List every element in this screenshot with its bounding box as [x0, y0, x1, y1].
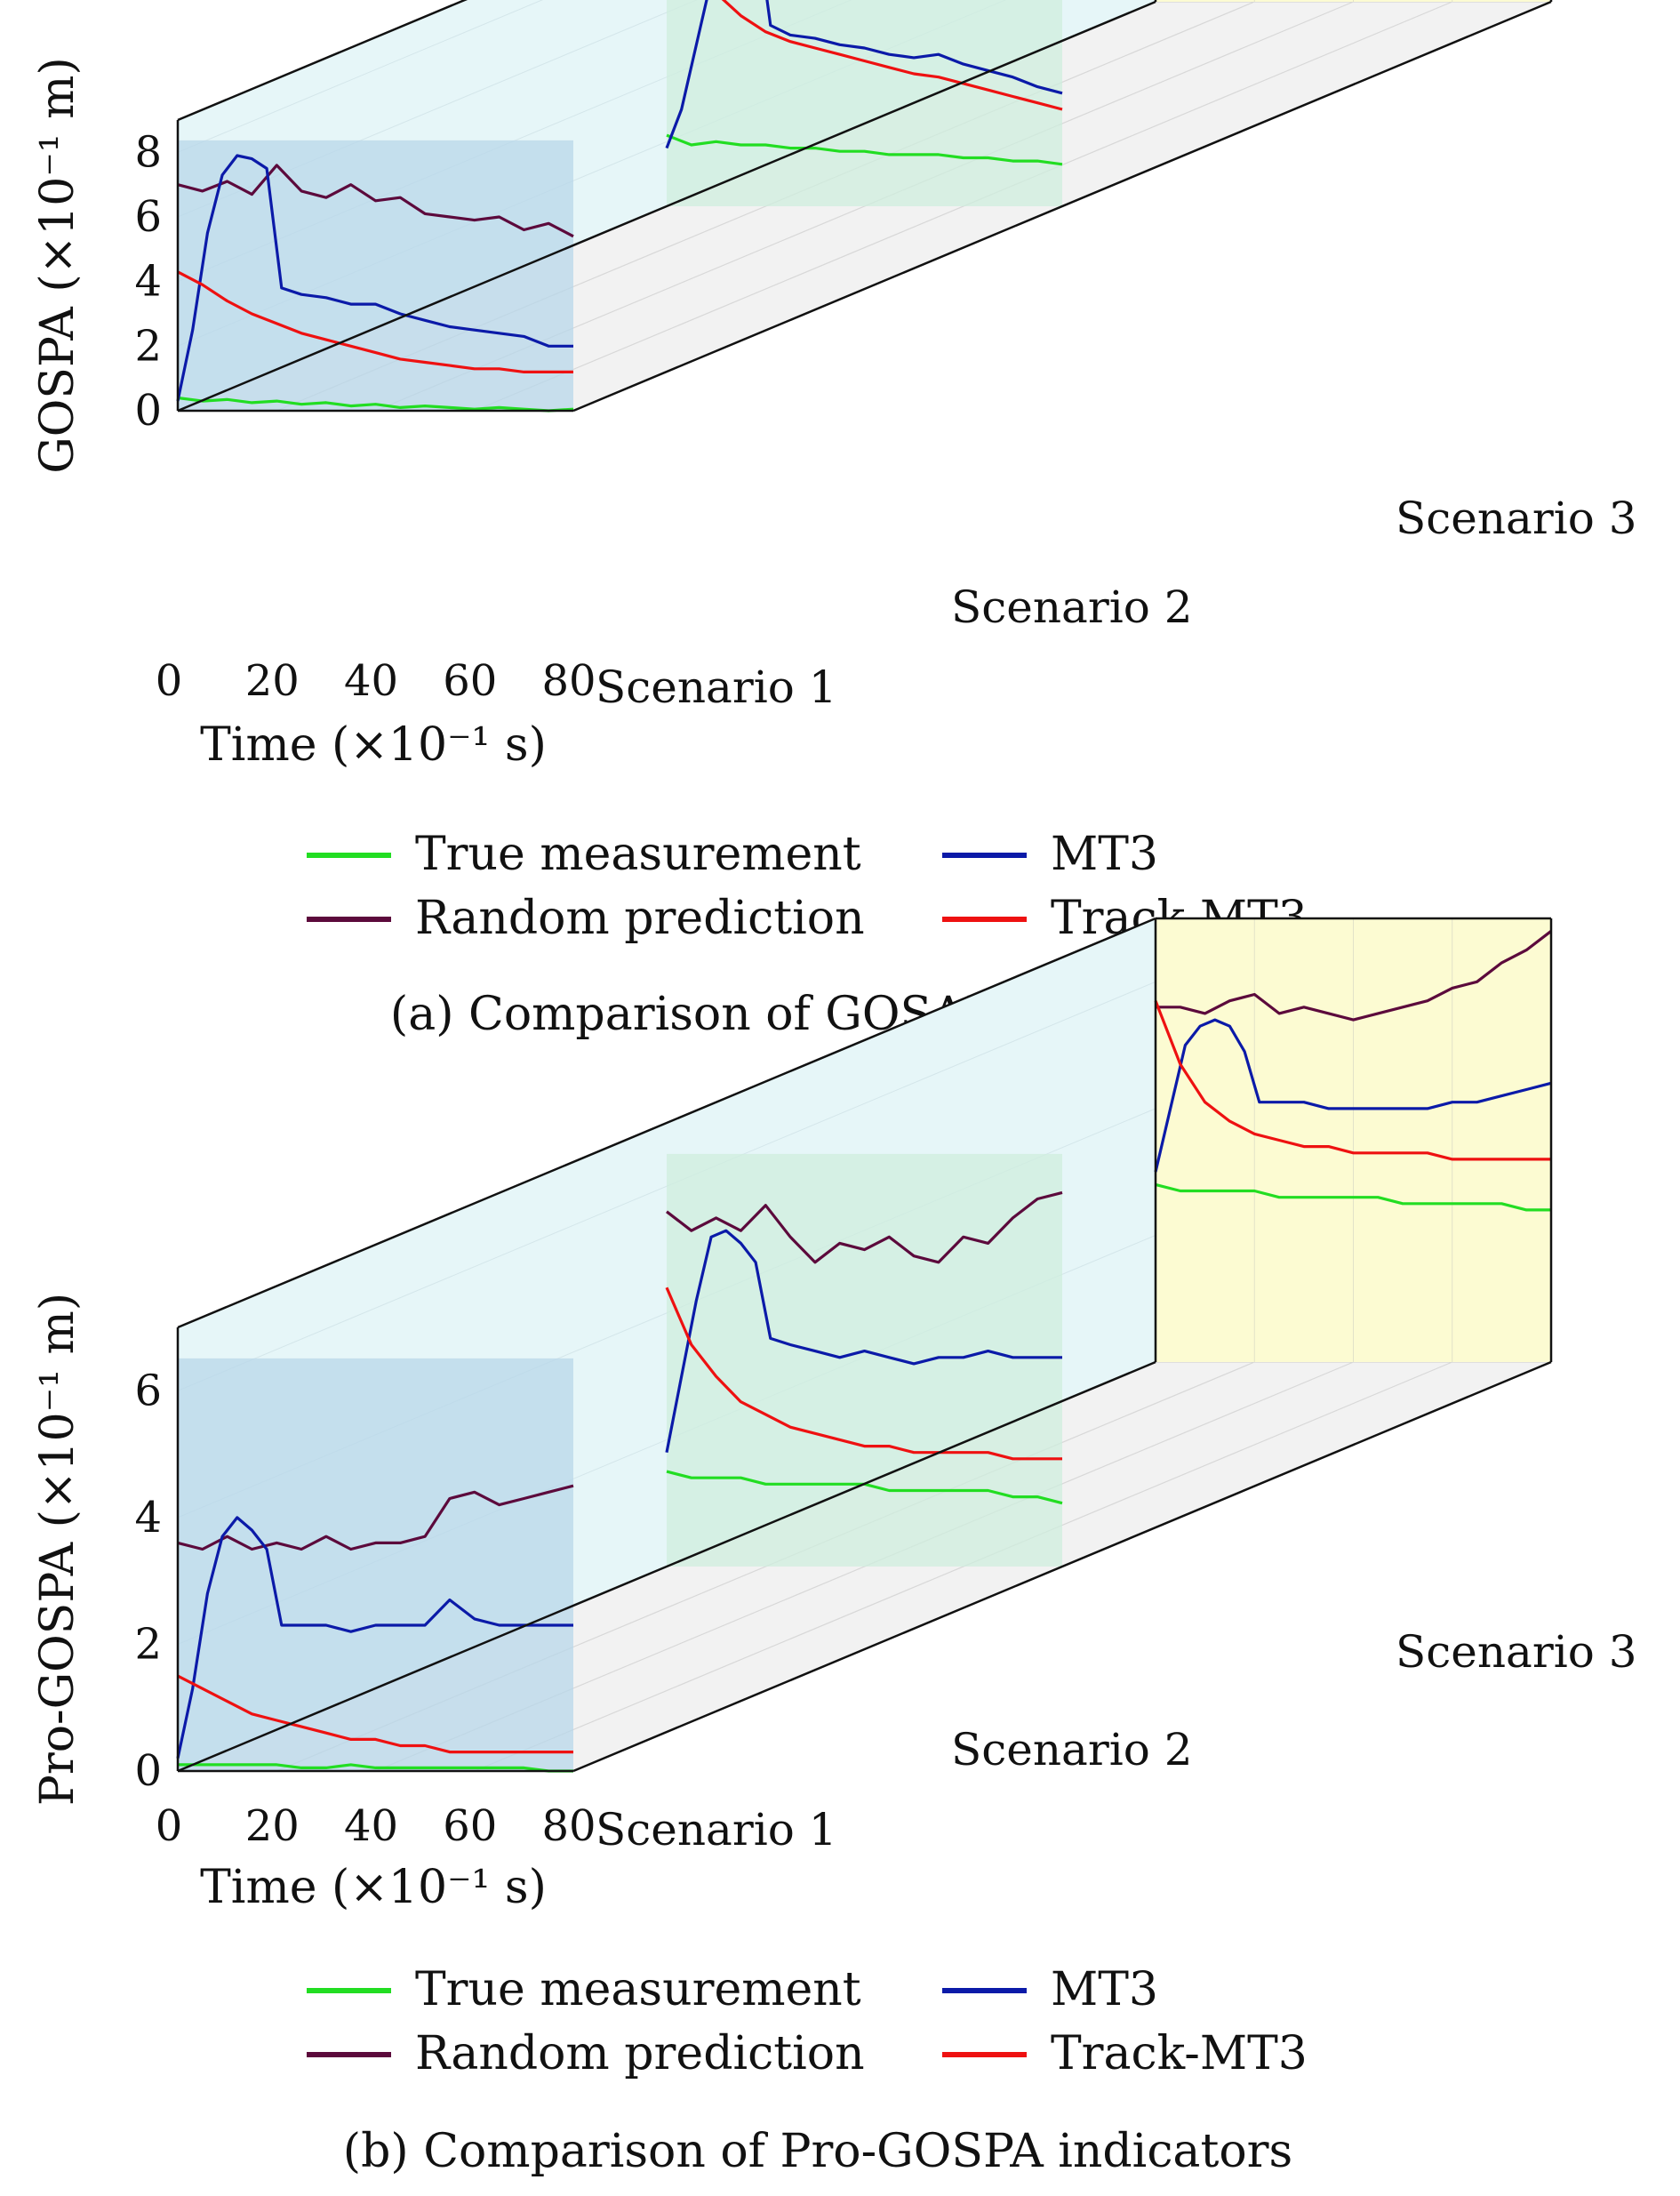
axis-box-edge: [572, 1360, 1552, 1773]
legend-label-mt3: MT3: [1051, 828, 1158, 881]
series-track-scenario-1: [177, 1674, 573, 1754]
series-track-scenario-3: [1154, 1000, 1551, 1161]
legend-label-track: Track-MT3: [1051, 2027, 1308, 2080]
y-tick-label: 4: [134, 1493, 162, 1543]
x-tick-label: 60: [443, 1801, 497, 1851]
series-random-scenario-3: [1156, 930, 1552, 1022]
scenario-2-plane: [667, 1153, 1062, 1567]
y-tick-label: 0: [134, 386, 162, 436]
x-tick-label: 80: [541, 656, 596, 706]
x-tick-label: 80: [541, 1801, 596, 1851]
y-tick-label: 4: [134, 257, 162, 307]
x-tick-label: 20: [245, 1801, 300, 1851]
scenario-label-2: Scenario 2: [951, 581, 1193, 633]
legend-label-random: Random prediction: [415, 892, 865, 945]
series-true-scenario-2: [666, 133, 1063, 166]
series-mt3-scenario-1: [176, 1516, 573, 1759]
scenario-label-3: Scenario 3: [1396, 493, 1637, 544]
series-random-scenario-2: [666, 1190, 1063, 1264]
y-tick-label: 2: [134, 1619, 162, 1669]
x-tick-label: 40: [344, 1801, 398, 1851]
series-track-scenario-1: [177, 270, 573, 373]
series-random-scenario-1: [177, 1484, 574, 1551]
series-mt3-scenario-1: [176, 154, 573, 402]
legend-label-true: True measurement: [415, 1963, 861, 2016]
x-tick-label: 20: [245, 656, 300, 706]
x-tick-label: 0: [156, 1801, 183, 1851]
x-tick-label: 40: [344, 656, 398, 706]
legend-label-mt3: MT3: [1051, 1963, 1158, 2016]
series-mt3-scenario-3: [1154, 1018, 1552, 1173]
legend-label-random: Random prediction: [415, 2027, 865, 2080]
y-tick-label: 6: [134, 1366, 162, 1415]
y-axis-label: Pro-GOSPA (×10⁻¹ m): [31, 1293, 84, 1806]
series-track-scenario-2: [721, 0, 1063, 111]
legend-label-true: True measurement: [415, 828, 861, 881]
x-axis-label: Time (×10⁻¹ s): [200, 1861, 547, 1914]
series-true-scenario-1: [177, 396, 574, 413]
x-tick-label: 0: [156, 656, 183, 706]
axis-box-edge: [177, 0, 1156, 413]
series-random-scenario-1: [177, 164, 574, 238]
series-track-scenario-2: [665, 1286, 1062, 1461]
series-mt3-scenario-2: [665, 1229, 1062, 1454]
x-tick-label: 60: [443, 656, 497, 706]
series-true-scenario-1: [178, 1763, 573, 1773]
scenario-label-2: Scenario 2: [951, 1724, 1193, 1775]
series-mt3-scenario-2: [665, 0, 1063, 149]
scenario-label-1: Scenario 1: [596, 661, 837, 713]
x-axis-label: Time (×10⁻¹ s): [200, 718, 547, 772]
scenario-2-plane: [667, 0, 1062, 206]
scenario-label-3: Scenario 3: [1396, 1626, 1637, 1678]
axis-box-edge: [572, 0, 1552, 413]
scenario-label-1: Scenario 1: [596, 1804, 837, 1855]
y-axis-label: GOSPA (×10⁻¹ m): [31, 57, 84, 474]
axis-box-edge: [177, 917, 1156, 1329]
scenario-1-plane: [178, 1358, 573, 1771]
y-tick-label: 6: [134, 192, 162, 242]
y-tick-label: 8: [134, 127, 162, 177]
scenario-1-plane: [178, 140, 573, 411]
y-tick-label: 0: [134, 1746, 162, 1796]
side-grid-line: [177, 0, 544, 153]
figure-caption: (b) Comparison of Pro-GOSPA indicators: [343, 2125, 1292, 2178]
series-true-scenario-3: [1155, 1182, 1551, 1212]
axis-box-edge: [177, 1360, 1156, 1773]
y-tick-label: 2: [134, 321, 162, 371]
axis-box-edge: [177, 0, 468, 122]
